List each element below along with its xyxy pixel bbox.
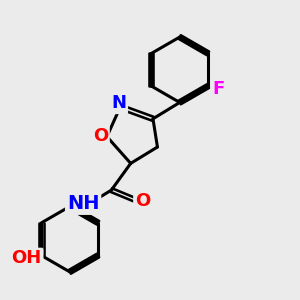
Text: O: O: [93, 127, 108, 145]
Text: F: F: [212, 80, 225, 98]
Text: O: O: [135, 191, 150, 209]
Text: NH: NH: [67, 194, 99, 213]
Text: N: N: [111, 94, 126, 112]
Text: OH: OH: [11, 250, 42, 268]
